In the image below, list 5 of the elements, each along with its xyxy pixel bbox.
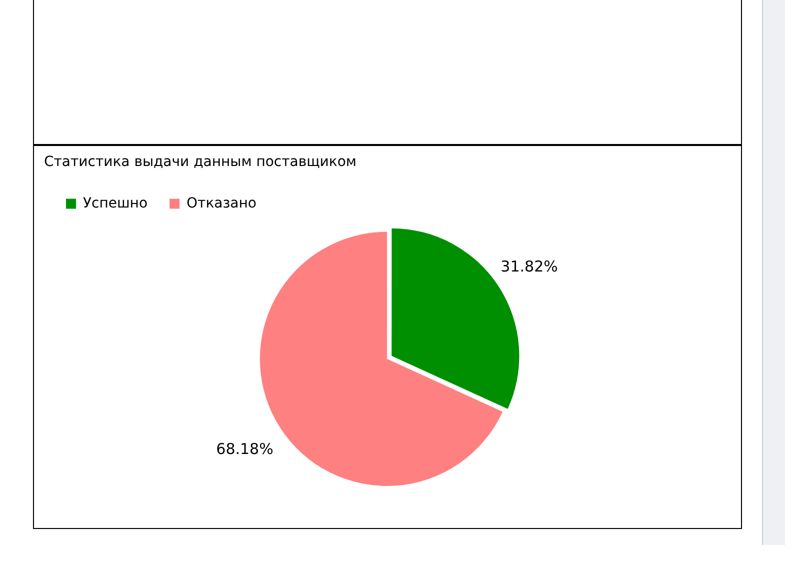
legend-label: Успешно [83, 195, 148, 212]
data-label: 68.18% [216, 440, 274, 458]
data-label: 31.82% [500, 257, 558, 276]
legend-label: Отказано [186, 195, 256, 212]
chart-title: Статистика выдачи данным поставщиком [44, 154, 356, 170]
